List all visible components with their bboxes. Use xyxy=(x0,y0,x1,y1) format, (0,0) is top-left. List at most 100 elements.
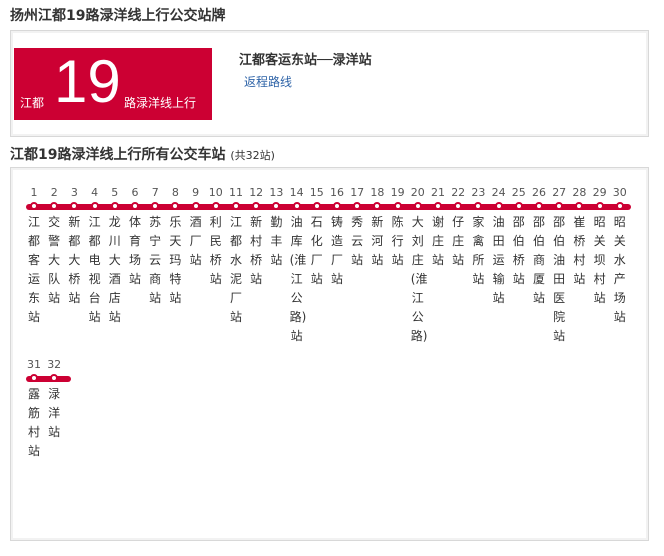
stop-name: 江都水泥厂站 xyxy=(229,215,242,324)
stop-25[interactable]: 25 邵伯桥站 xyxy=(509,186,529,289)
stop-index: 9 xyxy=(192,186,200,199)
stop-5[interactable]: 5 龙川大酒店站 xyxy=(105,186,125,327)
stop-dot-icon xyxy=(393,202,402,210)
stop-13[interactable]: 13 勤丰站 xyxy=(266,186,286,270)
stop-index: 13 xyxy=(269,186,284,199)
stop-28[interactable]: 28 崔桥村站 xyxy=(569,186,589,289)
stop-index: 19 xyxy=(390,186,405,199)
stop-dot-icon xyxy=(30,374,38,382)
stop-name: 新村桥站 xyxy=(250,215,263,286)
stop-name: 邵伯桥站 xyxy=(512,215,525,286)
stop-name: 谢庄站 xyxy=(431,215,444,267)
stop-dot-icon xyxy=(252,202,261,210)
stop-name: 崔桥村站 xyxy=(573,215,586,286)
stop-dot-icon xyxy=(90,202,99,210)
stop-name: 利民桥站 xyxy=(209,215,222,286)
stop-22[interactable]: 22 仔庄站 xyxy=(448,186,468,270)
stop-24[interactable]: 24 油田运输站 xyxy=(489,186,509,308)
stop-dot-icon xyxy=(494,202,503,210)
stop-dot-icon xyxy=(615,202,624,210)
stop-row-1: 1 江都客运东站 2 交警大队站 3 新都大桥站 4 江都电视台站 5 龙川大酒店站 6 体育场站 7 苏… xyxy=(26,186,636,376)
stop-index: 28 xyxy=(572,186,587,199)
stop-index: 26 xyxy=(532,186,546,199)
stop-30[interactable]: 30 昭关水产场站 xyxy=(610,186,630,327)
route-name: 江都客运东站──渌洋站 xyxy=(239,53,372,68)
stop-2[interactable]: 2 交警大队站 xyxy=(44,186,64,308)
stop-17[interactable]: 17 秀云站 xyxy=(347,186,367,270)
stop-7[interactable]: 7 苏宁云商站 xyxy=(145,186,165,308)
stop-index: 14 xyxy=(289,186,304,199)
stop-32[interactable]: 32 渌洋站 xyxy=(44,358,64,442)
stop-name: 露筋村站 xyxy=(27,387,40,458)
return-route-link[interactable]: 返程路线 xyxy=(244,75,293,89)
stop-15[interactable]: 15 石化厂站 xyxy=(307,186,327,289)
stop-name: 昭关坝村站 xyxy=(593,215,606,305)
stop-dot-icon xyxy=(50,202,59,210)
stop-dot-icon xyxy=(535,202,543,210)
stop-dot-icon xyxy=(575,202,584,210)
stop-21[interactable]: 21 谢庄站 xyxy=(428,186,448,270)
stop-11[interactable]: 11 江都水泥厂站 xyxy=(226,186,246,327)
stop-index: 8 xyxy=(171,186,179,199)
stop-name: 大刘庄(淮江公路) xyxy=(410,215,428,343)
stop-dot-icon xyxy=(232,202,240,210)
stop-dot-icon xyxy=(70,202,79,210)
stop-row-2: 31 露筋村站 32 渌洋站 xyxy=(26,358,86,478)
stop-index: 22 xyxy=(451,186,466,199)
stop-index: 32 xyxy=(47,358,62,371)
stop-index: 18 xyxy=(370,186,385,199)
stop-index: 27 xyxy=(552,186,567,199)
stop-27[interactable]: 27 邵伯油田医院站 xyxy=(549,186,569,346)
stop-19[interactable]: 19 陈行站 xyxy=(388,186,408,270)
stop-29[interactable]: 29 昭关坝村站 xyxy=(590,186,610,308)
stop-index: 20 xyxy=(410,186,425,199)
stop-16[interactable]: 16 铸造厂站 xyxy=(327,186,347,289)
stop-14[interactable]: 14 油库(淮江公路)站 xyxy=(287,186,307,346)
stop-name: 家禽所站 xyxy=(472,215,485,286)
stop-12[interactable]: 12 新村桥站 xyxy=(246,186,266,289)
stop-name: 邵伯油田医院站 xyxy=(553,215,566,343)
stop-index: 1 xyxy=(30,186,38,199)
stop-name: 乐天玛特站 xyxy=(169,215,182,305)
stop-name: 新河站 xyxy=(371,215,384,267)
page-title: 扬州江都19路渌洋线上行公交站牌 xyxy=(10,8,226,24)
stop-name: 江都电视台站 xyxy=(88,215,101,324)
stop-dot-icon xyxy=(353,202,362,210)
stop-dot-icon xyxy=(131,202,139,210)
stop-dot-icon xyxy=(333,202,341,210)
stop-26[interactable]: 26 邵伯商厦站 xyxy=(529,186,549,308)
stop-name: 体育场站 xyxy=(128,215,141,286)
stop-name: 江都客运东站 xyxy=(27,215,40,324)
stop-index: 6 xyxy=(131,186,139,199)
stop-dot-icon xyxy=(413,202,422,210)
stop-3[interactable]: 3 新都大桥站 xyxy=(64,186,84,308)
route-number-badge: 江都 19 路渌洋线上行 xyxy=(14,48,212,120)
stop-name: 龙川大酒店站 xyxy=(108,215,121,324)
stop-9[interactable]: 9 酒厂站 xyxy=(186,186,206,270)
stop-name: 油田运输站 xyxy=(492,215,505,305)
stop-name: 秀云站 xyxy=(351,215,364,267)
stations-panel: 1 江都客运东站 2 交警大队站 3 新都大桥站 4 江都电视台站 5 龙川大酒店站 6 体育场站 7 苏… xyxy=(10,167,649,541)
badge-route-suffix: 路渌洋线上行 xyxy=(124,96,197,110)
stop-23[interactable]: 23 家禽所站 xyxy=(468,186,488,289)
badge-route-number: 19 xyxy=(54,48,121,115)
stop-dot-icon xyxy=(171,202,180,210)
stop-name: 勤丰站 xyxy=(270,215,283,267)
stop-10[interactable]: 10 利民桥站 xyxy=(206,186,226,289)
stop-name: 酒厂站 xyxy=(189,215,202,267)
stop-20[interactable]: 20 大刘庄(淮江公路) xyxy=(408,186,428,346)
stop-1[interactable]: 1 江都客运东站 xyxy=(24,186,44,327)
stop-18[interactable]: 18 新河站 xyxy=(367,186,387,270)
stop-31[interactable]: 31 露筋村站 xyxy=(24,358,44,461)
stop-index: 5 xyxy=(111,186,119,199)
stop-index: 21 xyxy=(431,186,445,199)
stop-6[interactable]: 6 体育场站 xyxy=(125,186,145,289)
stop-4[interactable]: 4 江都电视台站 xyxy=(85,186,105,327)
stop-dot-icon xyxy=(110,202,119,210)
stop-name: 渌洋站 xyxy=(48,387,61,439)
stop-dot-icon xyxy=(514,202,523,210)
stop-index: 24 xyxy=(491,186,506,199)
stop-dot-icon xyxy=(30,202,38,210)
stop-8[interactable]: 8 乐天玛特站 xyxy=(165,186,185,308)
stop-name: 新都大桥站 xyxy=(68,215,81,305)
